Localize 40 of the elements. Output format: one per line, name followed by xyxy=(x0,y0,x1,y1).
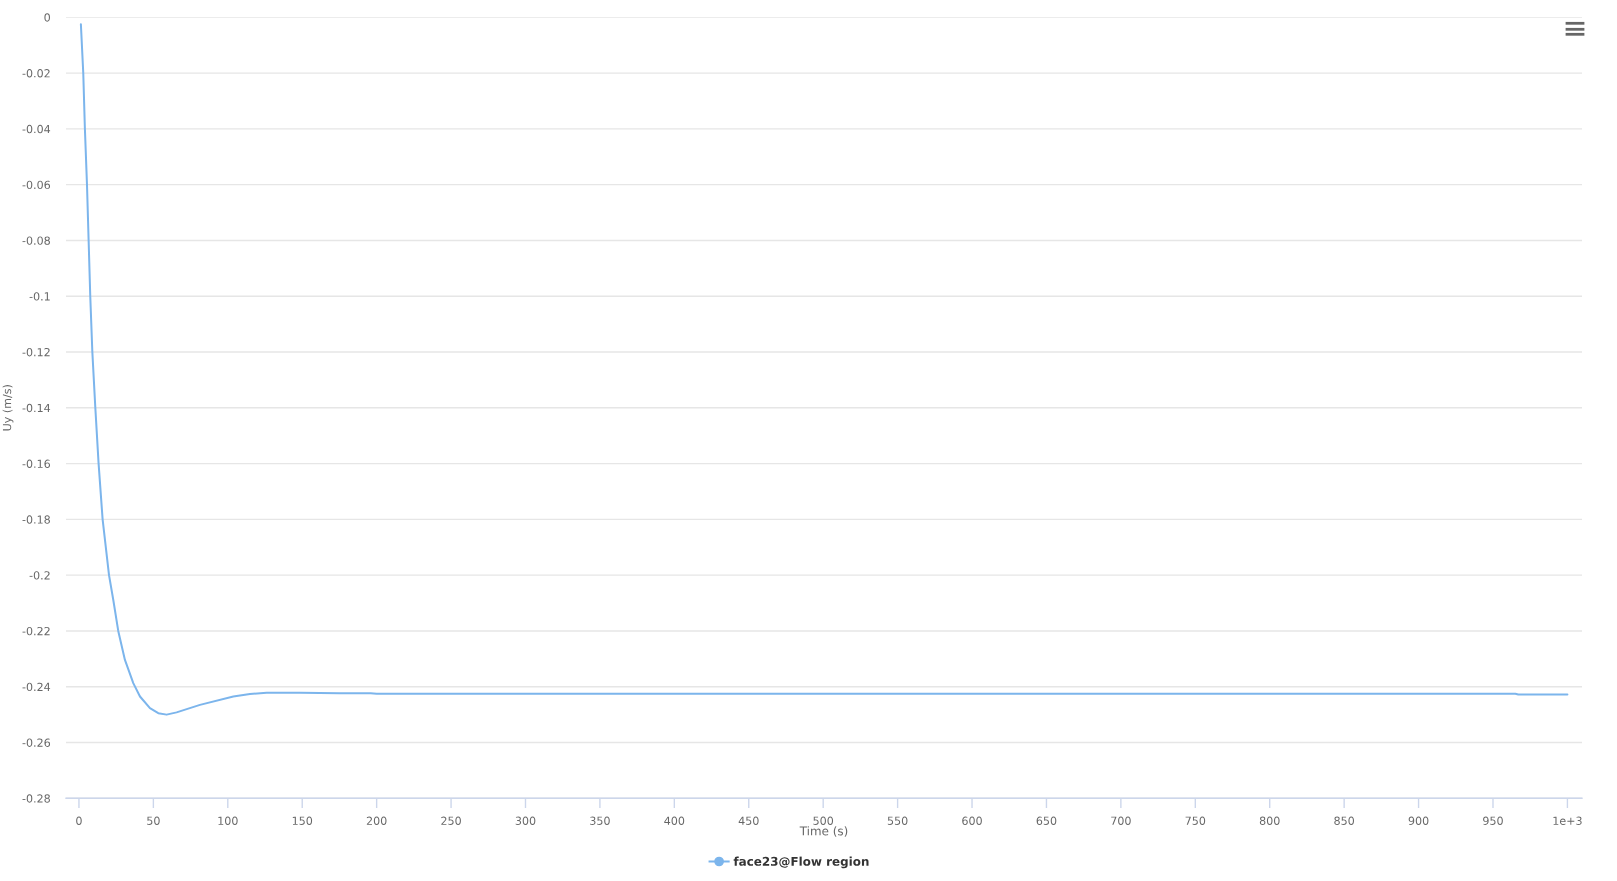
y-tick-label: -0.12 xyxy=(22,347,50,357)
x-tick-label: 650 xyxy=(1036,816,1057,825)
y-tick-label: -0.14 xyxy=(22,403,51,413)
x-tick-label: 0 xyxy=(76,816,82,825)
x-tick-label: 750 xyxy=(1185,816,1206,825)
x-tick-label: 900 xyxy=(1408,816,1429,825)
y-tick-label: -0.1 xyxy=(29,292,50,301)
x-tick-label: 100 xyxy=(218,816,238,825)
x-tick-label: 50 xyxy=(147,816,160,825)
y-tick-label: -0.2 xyxy=(29,571,50,580)
x-tick-label: 1e+3 xyxy=(1553,816,1582,825)
line-series xyxy=(79,23,1569,716)
y-axis-title: Uy (m/s) xyxy=(2,385,14,431)
y-tick-label: -0.06 xyxy=(22,180,51,190)
y-tick-label: -0.22 xyxy=(22,626,50,636)
x-tick-label: 550 xyxy=(887,816,908,825)
x-tick-label: 850 xyxy=(1334,816,1355,825)
x-tick-label: 200 xyxy=(366,816,387,825)
y-tick-label: -0.26 xyxy=(22,738,51,747)
x-axis-title: Time (s) xyxy=(799,826,848,837)
y-tick-label: -0.04 xyxy=(22,124,51,134)
y-tick-label: -0.16 xyxy=(22,459,51,468)
y-tick-label: -0.18 xyxy=(22,515,50,524)
x-tick-label: 400 xyxy=(664,816,685,825)
y-tick-label: -0.02 xyxy=(22,69,50,78)
x-tick-label: 700 xyxy=(1111,816,1131,825)
x-tick-label: 450 xyxy=(738,816,759,825)
y-tick-label: -0.24 xyxy=(22,682,51,692)
legend-label: face23@Flow region xyxy=(733,856,869,869)
x-tick-label: 950 xyxy=(1483,816,1503,825)
x-tick-label: 250 xyxy=(441,816,461,825)
y-tick-label: -0.28 xyxy=(22,794,50,803)
x-tick-label: 350 xyxy=(590,816,610,825)
x-tick-label: 800 xyxy=(1259,816,1280,825)
y-tick-label: -0.08 xyxy=(22,236,50,245)
x-tick-label: 150 xyxy=(292,816,313,825)
y-tick-label: 0 xyxy=(44,13,50,22)
x-tick-label: 300 xyxy=(515,816,536,825)
x-tick-label: 600 xyxy=(962,816,982,825)
x-tick-label: 500 xyxy=(813,816,834,825)
